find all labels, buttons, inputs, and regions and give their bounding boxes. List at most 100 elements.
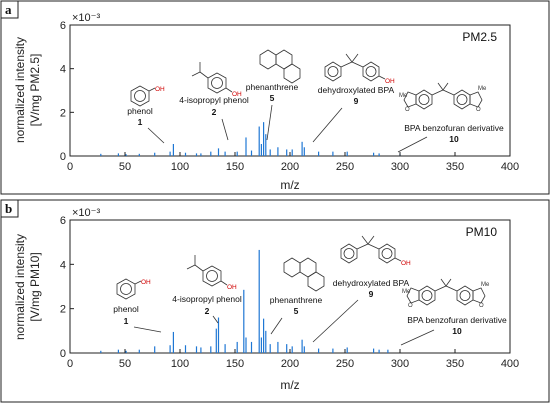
panel-a-leader-phenol (147, 127, 165, 144)
panel-b-tag-box (0, 199, 19, 218)
panel-a-bbf-o-left: O (405, 107, 410, 113)
panel-a-dbpa-ring-right-circle (365, 66, 377, 77)
panel-a-phenol-oh-bond (148, 87, 156, 92)
panel-a-x-tick-label-200: 200 (281, 161, 299, 173)
panel-b-annot-bpa-benzofuran-number: 10 (452, 326, 462, 336)
panel-a-dehydroxylated-bpa-structure (324, 53, 386, 82)
panel-b-bbf-ring-right (456, 285, 474, 306)
panel-b-x-tick-label-150: 150 (226, 358, 244, 370)
panel-b-dehydroxylated-bpa-structure (340, 235, 402, 264)
panel-b-annot-dehydroxylated-bpa-number: 9 (369, 289, 374, 299)
panel-a-x-tick-label-150: 150 (226, 161, 244, 173)
panel-a-exponent: ×10⁻³ (72, 12, 100, 24)
panel-a-y-axis-label-line2: [V/mg PM2.5] (28, 54, 42, 127)
panel-b-x-tick-label-200: 200 (281, 358, 299, 370)
panel-b-leader-phenanthrene (270, 317, 283, 335)
panel-a-x-tick-label-400: 400 (501, 161, 519, 173)
panel-b-y-tick-label-6: 6 (60, 215, 66, 227)
panel-b-phenanthrene-ring-3 (307, 271, 325, 292)
panel-b-leader-isopropylphenol (212, 315, 219, 324)
panel-a-y-ticks: 0 2 4 6 (60, 20, 74, 163)
panel-a-isopropylphenol-structure (191, 62, 233, 94)
panel-a: a ×10⁻³ PM2.5 0 50 100 150 200 250 300 350 400 0… (0, 0, 550, 195)
panel-a-dbpa-methyl-1 (345, 53, 353, 63)
panel-b-phenanthrene-ring-2 (299, 257, 317, 278)
panel-a-leader-bpa-benzofuran (397, 136, 428, 153)
panel-a-y-axis-label-line1: normalized intensity (13, 37, 27, 143)
panel-b-phenol-structure (116, 278, 142, 300)
panel-a-isopropylphenol-ring-circle (211, 77, 223, 89)
panel-b-isopropylphenol-oh: OH (227, 284, 237, 291)
panel-b-annot-phenanthrene-number: 5 (294, 306, 299, 316)
panel-b-dbpa-ring-left-circle (343, 248, 355, 259)
panel-b-y-tick-label-2: 2 (60, 304, 66, 316)
panel-a-dbpa-methyl-2 (351, 53, 359, 63)
panel-a-phenanthrene-structure (259, 49, 301, 84)
panel-b-y-ticks: 0 2 4 6 (60, 215, 74, 360)
panel-b-bpa-benzofuran-structure (406, 278, 486, 306)
panel-a-phenol-ring (130, 85, 150, 107)
panel-a-y-tick-label-6: 6 (60, 20, 66, 32)
panel-b-annot-phenanthrene: phenanthrene (270, 295, 323, 305)
panel-b-bbf-ring-right-circle (459, 290, 471, 301)
panel-a-bbf-ring-right (453, 89, 471, 110)
panel-b-frame (0, 199, 550, 403)
panel-b-phenol-oh-bond (134, 280, 142, 285)
panel-a-annot-dehydroxylated-bpa-number: 9 (354, 96, 359, 106)
panel-a-phenanthrene-ring-2 (275, 49, 293, 70)
panel-a-x-axis-label: m/z (280, 178, 299, 192)
panel-b-annot-isopropylphenol-number: 2 (205, 306, 210, 316)
panel-b-leader-phenol (133, 326, 162, 333)
panel-b-dbpa-oh: OH (401, 260, 411, 267)
panel-b-bbf-bridge (434, 285, 458, 292)
panel-a-phenanthrene-ring-1 (259, 49, 277, 70)
panel-a-phenanthrene-ring-3 (283, 63, 301, 84)
panel-b-bbf-furan-left (406, 287, 420, 304)
panel-a-dbpa-ring-right (362, 61, 380, 82)
panel-a-leader-isopropylphenol (221, 118, 229, 141)
panel-b-phenanthrene-structure (283, 257, 325, 292)
panel-b-annot-phenol-number: 1 (124, 316, 129, 326)
panel-b-x-tick-label-250: 250 (336, 358, 354, 370)
panel-b-bbf-ring-left-circle (421, 290, 433, 301)
panel-b-annot-isopropylphenol: 4-isopropyl phenol (172, 294, 242, 304)
panel-b-bbf-o-right: O (479, 303, 484, 309)
panel-b-isopropylphenol-structure (186, 255, 228, 287)
panel-a-isopropylphenol-ring (207, 72, 227, 94)
panel-b-bbf-methyl-1 (440, 278, 447, 287)
panel-b-dbpa-bridge (356, 243, 380, 250)
panel-b-x-tick-label-50: 50 (119, 358, 131, 370)
panel-b-isopropylphenol-ring-circle (206, 270, 218, 282)
panel-a-x-tick-label-350: 350 (446, 161, 464, 173)
panel-a-annot-dehydroxylated-bpa: dehydroxylated BPA (318, 85, 395, 95)
panel-b-annot-phenol: phenol (113, 304, 139, 314)
panel-a-x-tick-label-0: 0 (67, 161, 73, 173)
panel-a-annot-phenanthrene: phenanthrene (246, 82, 299, 92)
panel-a-annot-isopropylphenol: 4-isopropyl phenol (179, 95, 249, 105)
panel-a-dbpa-oh-bond (378, 75, 386, 80)
panel-b-x-tick-label-400: 400 (501, 358, 519, 370)
panel-b-isopropyl-chain (186, 264, 204, 272)
panel-b-y-tick-label-4: 4 (60, 259, 66, 271)
panel-a-bbf-me-right: Me (478, 86, 487, 92)
panel-b-bbf-me-left: Me (402, 289, 411, 295)
panel-b-isopropylphenol-ring (202, 265, 222, 287)
panel-a-x-tick-label-250: 250 (336, 161, 354, 173)
panel-a-bbf-bridge (431, 89, 455, 96)
panel-a-phenol-oh: OH (155, 86, 165, 93)
panel-b-dbpa-methyl-2 (367, 235, 375, 245)
panel-a-label: a (5, 2, 12, 17)
panel-a-bpa-benzofuran-structure (403, 82, 483, 110)
panel-a-leader-lines (147, 104, 428, 153)
panel-b: b ×10⁻³ PM10 0 50 100 150 200 250 300 350 400 0 2… (0, 199, 550, 403)
panel-b-leader-dehydroxylated-bpa (312, 299, 359, 343)
panel-a-annot-isopropylphenol-number: 2 (212, 107, 217, 117)
panel-a-annot-phenol: phenol (127, 106, 153, 116)
panel-b-y-axis-label-line1: normalized intensity (13, 234, 27, 340)
panel-a-tag-box (0, 0, 19, 19)
panel-b-isopropylphenol-oh-bond (220, 280, 228, 286)
panel-a-y-tick-label-2: 2 (60, 107, 66, 119)
panel-a-x-tick-label-100: 100 (171, 161, 189, 173)
panel-a-bbf-ring-left-circle (418, 94, 430, 105)
